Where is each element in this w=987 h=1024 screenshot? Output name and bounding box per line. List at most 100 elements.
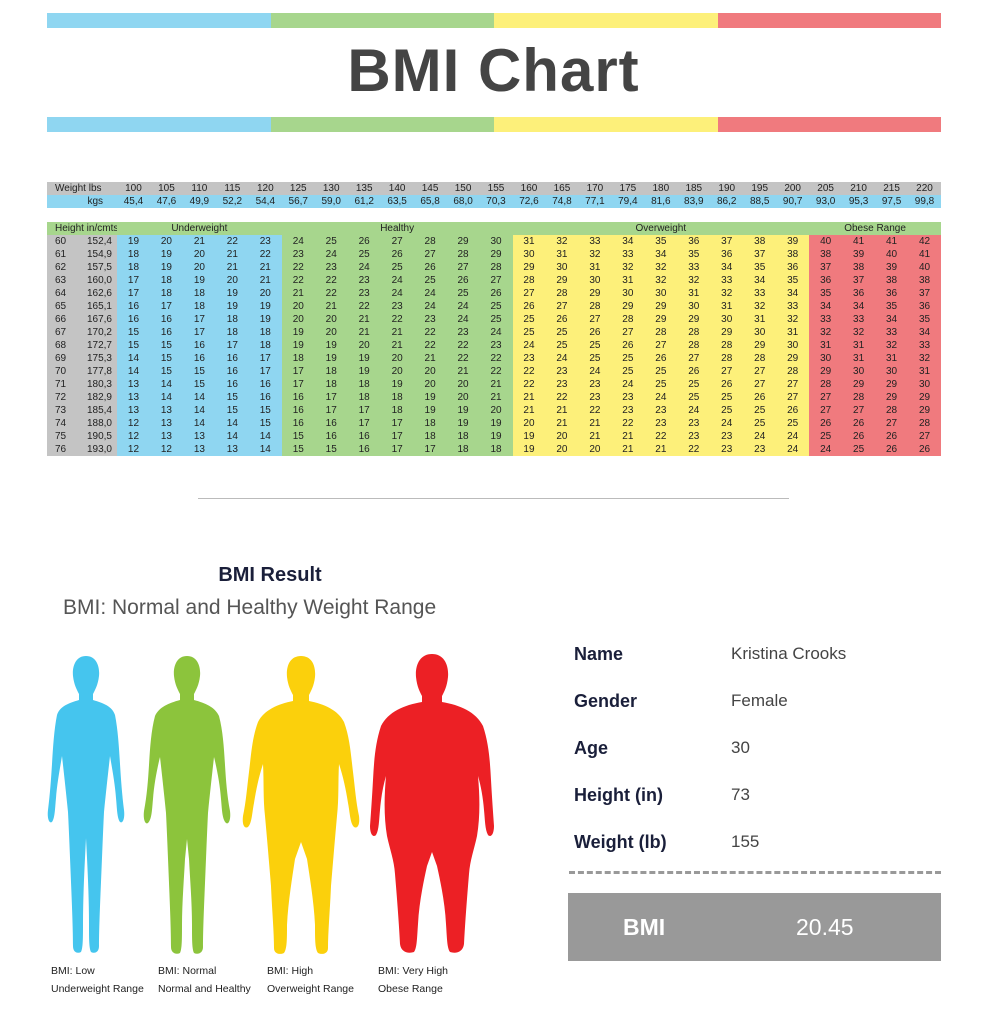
bmi-cell: 28: [655, 327, 667, 338]
bmi-cell: 18: [226, 327, 238, 338]
bmi-cell: 24: [556, 353, 568, 364]
bmi-cell: 21: [523, 405, 535, 416]
bmi-cell: 25: [754, 418, 766, 429]
bmi-cell: 37: [918, 288, 931, 299]
bmi-cell: 17: [160, 301, 172, 312]
underweight-caption-line2: Underweight Range: [51, 983, 144, 995]
bmi-cell: 27: [457, 262, 469, 273]
bmi-cell: 36: [721, 249, 733, 260]
bmi-cell: 14: [259, 444, 271, 455]
bmi-cell: 34: [885, 314, 898, 325]
weight-kgs-row: kgs 45,4 47,6 49,9 52,2 54,4 56,7 59,0 61,2 63,5 6…: [47, 195, 941, 208]
bmi-cell: 25: [424, 275, 436, 286]
bmi-cell: 36: [853, 288, 865, 299]
height-cm-cell: 175,3: [86, 353, 112, 364]
bmi-cell: 16: [358, 431, 370, 442]
normal-caption-line1: BMI: Normal: [158, 965, 217, 977]
category-column-bg: [809, 235, 941, 456]
bmi-cell: 39: [853, 249, 865, 260]
bmi-cell: 38: [787, 249, 799, 260]
bmi-cell: 28: [721, 353, 733, 364]
bmi-cell: 20: [490, 405, 502, 416]
weight-lbs-cell: 190: [718, 183, 736, 194]
bmi-cell: 18: [160, 288, 172, 299]
bmi-cell: 31: [688, 288, 700, 299]
bmi-cell: 22: [424, 327, 436, 338]
bmi-cell: 22: [688, 444, 700, 455]
weight-kgs-cell: 88,5: [749, 196, 770, 207]
bmi-cell: 26: [424, 262, 436, 273]
obese-caption-line2: Obese Range: [378, 983, 443, 995]
bmi-cell: 25: [457, 288, 469, 299]
height-in-cell: 64: [55, 288, 67, 299]
height-in-cell: 60: [55, 236, 67, 247]
bmi-cell: 24: [523, 340, 535, 351]
bmi-cell: 14: [193, 405, 205, 416]
bmi-cell: 34: [918, 327, 931, 338]
weight-lbs-cell: 140: [388, 183, 406, 194]
bmi-cell: 14: [193, 418, 205, 429]
bmi-cell: 42: [918, 236, 931, 247]
bmi-cell: 22: [589, 405, 601, 416]
bmi-cell: 35: [820, 288, 832, 299]
weight-kgs-cell: 86,2: [717, 196, 737, 207]
bmi-cell: 15: [259, 418, 271, 429]
bmi-cell: 23: [325, 262, 337, 273]
bmi-cell: 25: [523, 327, 535, 338]
weight-kgs-cell: 63,5: [387, 196, 407, 207]
bmi-cell: 29: [655, 301, 667, 312]
bmi-cell: 18: [358, 392, 370, 403]
underweight-caption: BMI: Low Underweight Range: [51, 962, 144, 998]
bmi-cell: 26: [358, 236, 370, 247]
height-cm-cell: 152,4: [86, 236, 112, 247]
weight-lbs-cell: 210: [850, 183, 867, 194]
bmi-cell: 26: [721, 379, 733, 390]
bmi-cell: 18: [259, 327, 271, 338]
height-in-cell: 72: [55, 392, 67, 403]
bmi-cell: 20: [259, 288, 271, 299]
bmi-cell: 32: [787, 314, 799, 325]
bmi-cell: 27: [655, 340, 667, 351]
table-row: 64 162,6 17 18 18 19 20 21 22 23 24 24 25 26 27 28 29 30 3…: [47, 287, 941, 300]
bmi-cell: 16: [292, 392, 304, 403]
bmi-cell: 23: [589, 392, 601, 403]
bmi-cell: 29: [622, 301, 634, 312]
bmi-cell: 28: [721, 340, 733, 351]
bmi-cell: 20: [457, 392, 469, 403]
bmi-cell: 28: [853, 392, 865, 403]
bmi-cell: 20: [523, 418, 535, 429]
band-segment: [494, 117, 718, 132]
bmi-cell: 15: [160, 366, 172, 377]
bmi-cell: 21: [556, 418, 568, 429]
category-bg: [117, 222, 282, 235]
table-row: 65 165,1 16 17 18 19 19 20 21 22 23 24 24 25 26 27 28 29 2…: [47, 300, 941, 313]
height-cm-cell: 160,0: [86, 275, 112, 286]
bmi-cell: 19: [292, 327, 304, 338]
bmi-cell: 23: [754, 444, 766, 455]
bmi-cell: 16: [160, 327, 172, 338]
bmi-cell: 30: [622, 288, 634, 299]
bmi-cell: 27: [787, 392, 799, 403]
bmi-cell: 23: [721, 431, 733, 442]
weight-lbs-cell: 100: [125, 183, 142, 194]
bmi-cell: 21: [655, 444, 667, 455]
table-row: 60 152,4 19 20 21 22 23 24 25 26 27 28 29 30 31 32 33 34 3…: [47, 235, 941, 248]
bmi-cell: 35: [754, 262, 766, 273]
bmi-cell: 21: [556, 405, 568, 416]
bmi-cell: 33: [589, 236, 601, 247]
band-segment: [717, 117, 941, 132]
bmi-cell: 26: [523, 301, 535, 312]
bmi-cell: 40: [918, 262, 931, 273]
bmi-cell: 32: [688, 275, 700, 286]
bmi-cell: 16: [358, 444, 370, 455]
bmi-cell: 25: [853, 444, 865, 455]
bmi-cell: 14: [193, 392, 205, 403]
bmi-cell: 17: [226, 340, 238, 351]
bmi-cell: 37: [754, 249, 766, 260]
bmi-cell: 31: [820, 340, 832, 351]
bmi-label: BMI: [623, 913, 666, 940]
bmi-cell: 41: [918, 249, 931, 260]
weight-kgs-cell: 81,6: [651, 196, 671, 207]
bmi-cell: 17: [358, 405, 370, 416]
bmi-cell: 33: [688, 262, 700, 273]
